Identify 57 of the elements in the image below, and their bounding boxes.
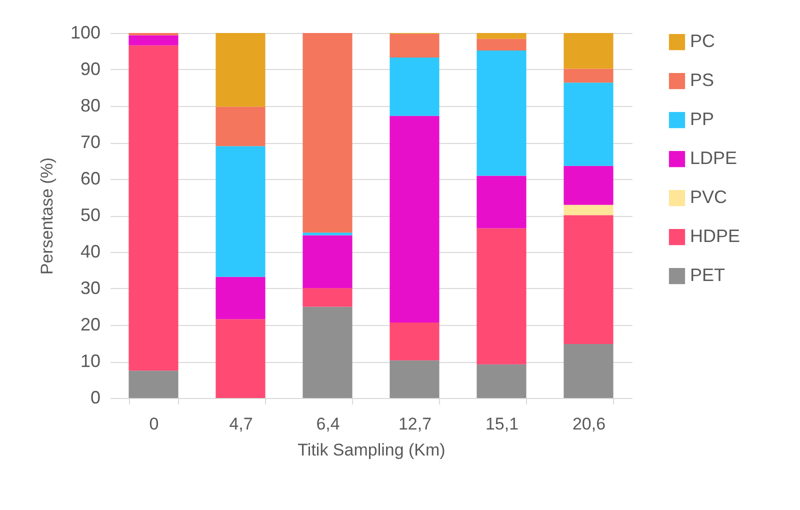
x-axis-title: Titik Sampling (Km) bbox=[298, 440, 446, 460]
bar bbox=[128, 35, 178, 46]
y-tick-label: 60 bbox=[80, 168, 100, 188]
bar bbox=[302, 232, 352, 236]
y-tick-label: 10 bbox=[80, 351, 100, 371]
legend-label: PC bbox=[690, 31, 716, 51]
bar bbox=[216, 319, 266, 398]
bar bbox=[564, 344, 614, 398]
bar bbox=[390, 360, 440, 398]
y-tick-label: 40 bbox=[80, 242, 100, 262]
legend-label: PVC bbox=[690, 187, 728, 207]
bar bbox=[476, 33, 526, 39]
bar bbox=[390, 322, 440, 360]
bar bbox=[216, 146, 266, 277]
bar bbox=[302, 288, 352, 307]
y-tick-label: 50 bbox=[80, 205, 100, 225]
y-tick-label: 0 bbox=[90, 388, 100, 408]
bar bbox=[564, 82, 614, 166]
legend-label: PS bbox=[690, 70, 714, 90]
bar bbox=[216, 106, 266, 146]
y-axis-title: Persentase (%) bbox=[37, 157, 56, 275]
bar bbox=[476, 50, 526, 176]
x-tick-label: 6,4 bbox=[316, 414, 340, 434]
bar bbox=[564, 68, 614, 83]
bar bbox=[476, 176, 526, 228]
bar bbox=[476, 228, 526, 364]
y-tick-label: 80 bbox=[80, 96, 100, 116]
x-tick-label: 15,1 bbox=[485, 414, 519, 434]
x-tick-label: 20,6 bbox=[572, 414, 606, 434]
bar bbox=[564, 204, 614, 216]
legend-label: PP bbox=[690, 109, 714, 129]
bar bbox=[302, 33, 352, 233]
bar bbox=[390, 34, 440, 58]
bar bbox=[216, 33, 266, 107]
x-tick-label: 0 bbox=[149, 414, 159, 434]
bar bbox=[302, 235, 352, 288]
legend-label: PET bbox=[690, 265, 726, 285]
bar bbox=[390, 57, 440, 116]
bar bbox=[216, 276, 266, 320]
legend-label: LDPE bbox=[690, 148, 738, 168]
y-tick-label: 90 bbox=[80, 59, 100, 79]
y-tick-label: 20 bbox=[80, 314, 100, 334]
legend-label: HDPE bbox=[690, 226, 740, 246]
bar bbox=[476, 364, 526, 398]
y-tick-label: 70 bbox=[80, 132, 100, 152]
y-tick-label: 100 bbox=[70, 22, 100, 42]
bar bbox=[302, 306, 352, 398]
bar bbox=[128, 370, 178, 398]
bar bbox=[564, 215, 614, 344]
x-tick-label: 4,7 bbox=[229, 414, 253, 434]
bar bbox=[476, 38, 526, 51]
bar bbox=[128, 45, 178, 371]
bar bbox=[564, 166, 614, 205]
y-tick-label: 30 bbox=[80, 278, 100, 298]
bar bbox=[564, 33, 614, 69]
x-tick-label: 12,7 bbox=[398, 414, 432, 434]
bar bbox=[390, 116, 440, 322]
